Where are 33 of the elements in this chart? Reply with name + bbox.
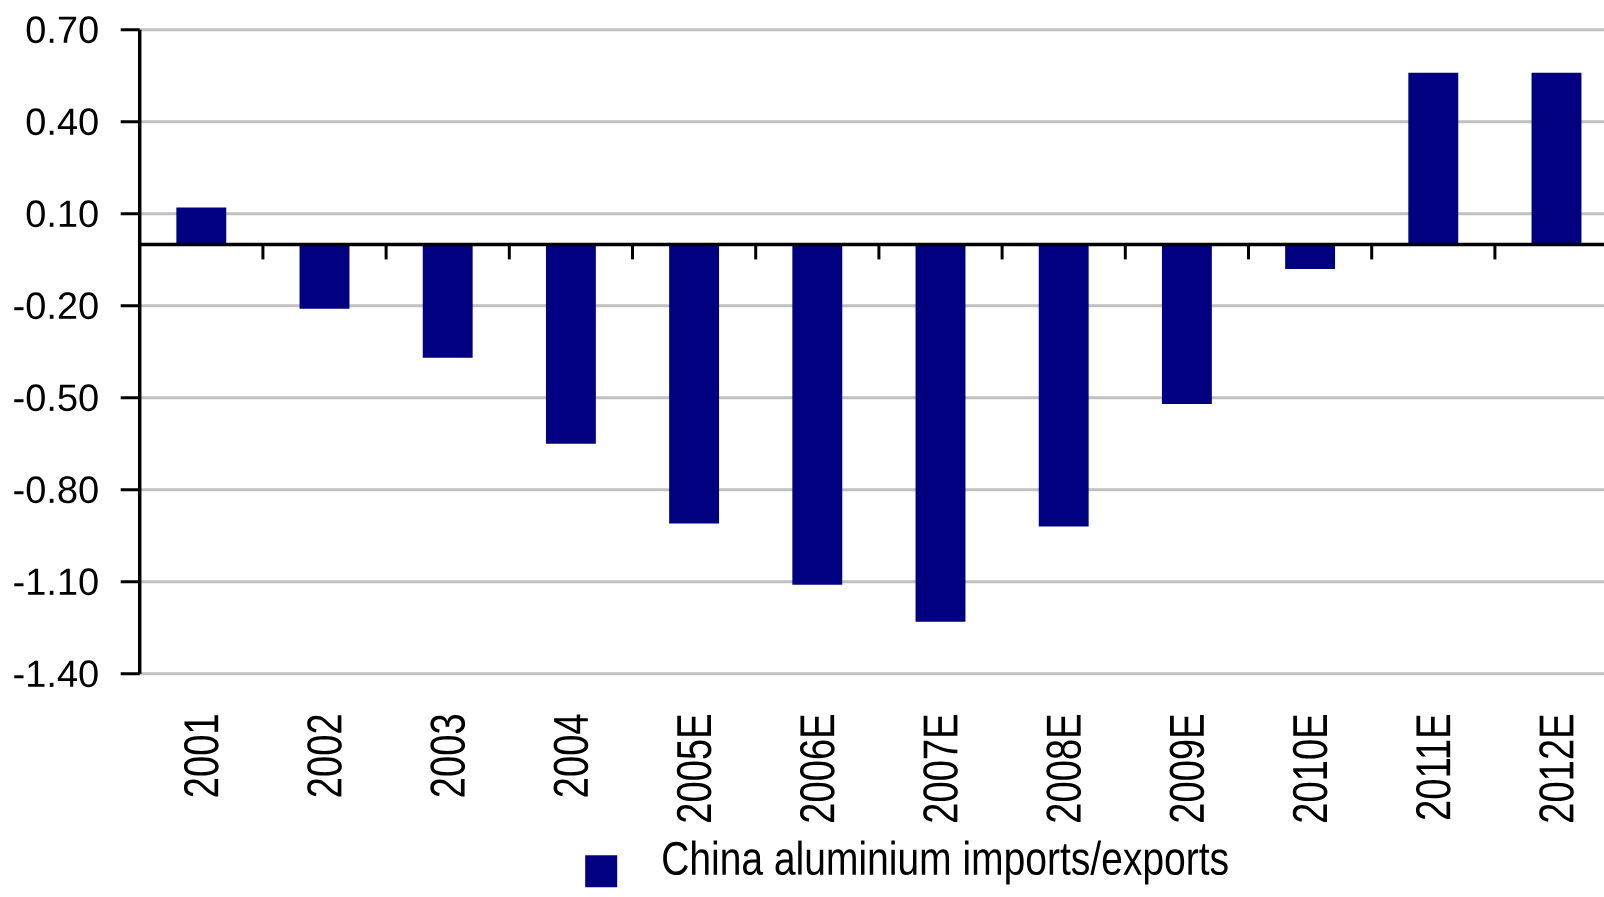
y-tick-label: -0.20 (14, 292, 98, 320)
legend-label: China aluminium imports/exports (663, 840, 1228, 885)
bar (1285, 244, 1336, 269)
x-tick-label: 2007E (923, 714, 958, 822)
y-tick-label: 0.10 (26, 200, 98, 228)
x-tick-label: 2001 (183, 715, 219, 797)
bar (669, 244, 720, 524)
bar (545, 244, 596, 444)
y-tick-label: 0.40 (26, 108, 98, 136)
x-tick-label: 2012E (1539, 714, 1574, 822)
x-tick-label: 2009E (1169, 714, 1205, 822)
x-tick-label: 2006E (799, 714, 835, 822)
bar (1408, 72, 1459, 245)
bar (1161, 244, 1212, 404)
bar (792, 244, 843, 585)
x-tick-label: 2005E (676, 714, 712, 822)
x-tick-label: 2010E (1292, 714, 1328, 822)
x-tick-label: 2004 (553, 714, 589, 797)
y-tick-label: -1.40 (14, 660, 98, 688)
y-tick-label: -1.10 (14, 568, 98, 596)
bar (1038, 244, 1089, 527)
bar (422, 244, 473, 358)
x-tick-label: 2011E (1415, 714, 1451, 820)
y-tick-label: -0.50 (14, 384, 98, 412)
bar (915, 244, 966, 622)
x-tick-label: 2002 (307, 715, 342, 797)
bar (176, 207, 227, 245)
x-tick-label: 2008E (1046, 714, 1082, 822)
x-tick-label: 2003 (430, 715, 466, 797)
bar (299, 244, 350, 309)
y-tick-label: -0.80 (14, 476, 98, 504)
y-tick-label: 0.70 (26, 16, 98, 44)
bar (1531, 72, 1582, 245)
